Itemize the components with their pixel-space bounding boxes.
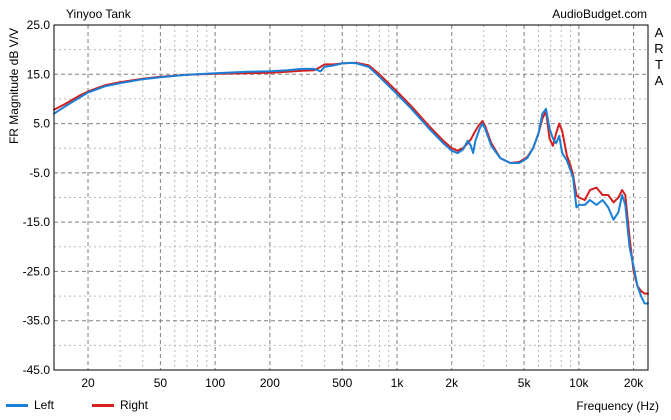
y-axis-label: FR Magnitude dB V/V — [7, 27, 21, 145]
legend-label-right: Right — [120, 398, 149, 412]
x-tick-label: 1k — [391, 376, 405, 390]
chart-title-right: AudioBudget.com — [552, 7, 647, 21]
arta-letter: T — [655, 57, 663, 72]
x-axis-label: Frequency (Hz) — [576, 399, 659, 413]
tick-labels: 25.0 15.0 5.0 -5.0 -15.0 -25.0 -35.0 -45.0 20 50 1… — [23, 18, 645, 390]
x-tick-label: 100 — [205, 376, 225, 390]
x-tick-label: 5k — [518, 376, 532, 390]
y-tick-label: -45.0 — [23, 363, 51, 377]
x-tick-label: 20 — [81, 376, 95, 390]
grid-lines — [54, 25, 648, 370]
y-tick-label: 25.0 — [27, 18, 51, 32]
plot-frame — [53, 24, 649, 371]
y-tick-label: -15.0 — [23, 215, 51, 229]
chart-title-left: Yinyoo Tank — [66, 7, 131, 21]
y-tick-label: 15.0 — [27, 67, 51, 81]
y-tick-label: -35.0 — [23, 314, 51, 328]
x-tick-label: 20k — [624, 376, 644, 390]
y-tick-label: -5.0 — [29, 166, 50, 180]
arta-letter: R — [654, 41, 664, 56]
series-line-right — [53, 61, 649, 295]
y-tick-label: 5.0 — [33, 117, 50, 131]
legend-item-right: Right — [92, 398, 148, 412]
legend-swatch-left — [6, 403, 28, 407]
arta-letter: A — [654, 25, 664, 40]
x-tick-label: 200 — [260, 376, 280, 390]
arta-letter: A — [654, 73, 664, 88]
legend-item-left: Left — [6, 398, 54, 412]
series-line-left — [53, 61, 649, 305]
x-tick-label: 10k — [569, 376, 589, 390]
x-tick-label: 500 — [332, 376, 352, 390]
legend-swatch-right — [92, 403, 114, 407]
series-lines — [53, 61, 649, 305]
x-tick-label: 50 — [154, 376, 168, 390]
y-tick-label: -25.0 — [23, 264, 51, 278]
legend-label-left: Left — [34, 398, 55, 412]
x-tick-label: 2k — [445, 376, 459, 390]
arta-side-label: A R T A — [652, 25, 666, 89]
